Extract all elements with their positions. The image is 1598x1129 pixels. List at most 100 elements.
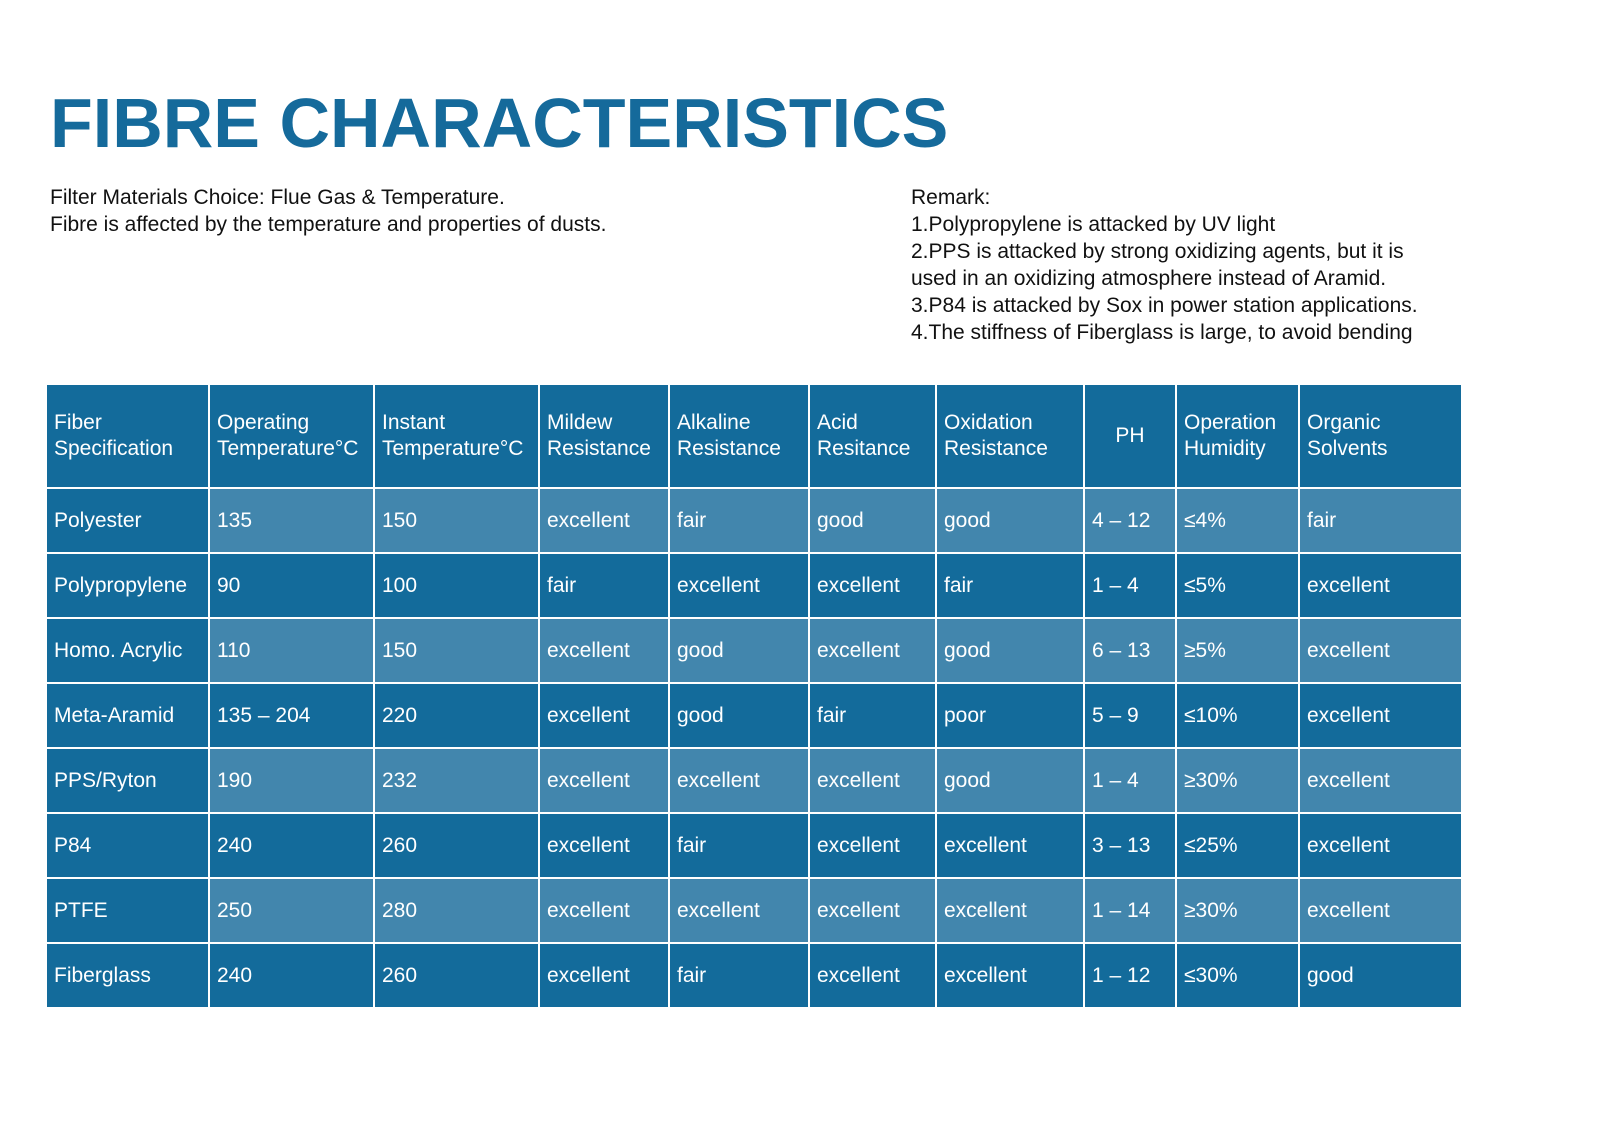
table-cell: 232 <box>373 747 540 814</box>
table-cell: excellent <box>538 747 670 814</box>
fiber-name-cell: Homo. Acrylic <box>47 617 210 684</box>
table-cell: 6 – 13 <box>1083 617 1177 684</box>
table-cell: excellent <box>808 747 937 814</box>
column-header-text: Acid <box>817 411 858 434</box>
table-cell: excellent <box>538 617 670 684</box>
table-cell: excellent <box>1298 617 1461 684</box>
table-cell: 280 <box>373 877 540 944</box>
table-row: PTFE 250 280 excellent excellent excellent exc… <box>47 877 1461 944</box>
table-cell: excellent <box>668 877 810 944</box>
table-cell: excellent <box>1298 552 1461 619</box>
table-cell: excellent <box>935 812 1085 879</box>
remark-line: 3.P84 is attacked by Sox in power statio… <box>911 294 1418 317</box>
table-cell: fair <box>1298 487 1461 554</box>
table-cell: fair <box>808 682 937 749</box>
table-cell: good <box>935 747 1085 814</box>
remark-line: 1.Polypropylene is attacked by UV light <box>911 213 1276 236</box>
table-row: P84 240 260 excellent fair excellent excellent… <box>47 812 1461 879</box>
fiber-name-cell: PTFE <box>47 877 210 944</box>
column-header: Operating Temperature°C <box>208 385 375 489</box>
table-cell: 220 <box>373 682 540 749</box>
column-header-text: Operation <box>1184 411 1277 434</box>
table-cell: fair <box>668 942 810 1007</box>
table-header-row: Fiber Specification Operating Temperature°C… <box>47 385 1461 489</box>
fiber-name-cell: P84 <box>47 812 210 879</box>
table-cell: ≥30% <box>1175 877 1300 944</box>
column-header: Acid Resitance <box>808 385 937 489</box>
fiber-name-cell: Fiberglass <box>47 942 210 1007</box>
table-cell: excellent <box>538 942 670 1007</box>
table-cell: 90 <box>208 552 375 619</box>
column-header-text: Fiber <box>54 411 102 434</box>
table-cell: ≤30% <box>1175 942 1300 1007</box>
table-cell: fair <box>668 812 810 879</box>
table-cell: 135 <box>208 487 375 554</box>
column-header-text: Organic <box>1307 411 1381 434</box>
table-cell: ≤5% <box>1175 552 1300 619</box>
remark-block: Remark: 1.Polypropylene is attacked by U… <box>911 184 1491 346</box>
table-cell: excellent <box>808 877 937 944</box>
table-cell: 240 <box>208 942 375 1007</box>
table-cell: excellent <box>1298 682 1461 749</box>
table-cell: excellent <box>538 487 670 554</box>
table-cell: ≤10% <box>1175 682 1300 749</box>
table-row: Meta-Aramid 135 – 204 220 excellent good fair… <box>47 682 1461 749</box>
table-cell: excellent <box>1298 747 1461 814</box>
table-cell: excellent <box>808 617 937 684</box>
table-cell: fair <box>668 487 810 554</box>
column-header: PH <box>1083 385 1177 489</box>
table-cell: excellent <box>1298 812 1461 879</box>
table-cell: 135 – 204 <box>208 682 375 749</box>
table-cell: 5 – 9 <box>1083 682 1177 749</box>
column-header-text: Resistance <box>944 437 1048 460</box>
table-cell: excellent <box>808 812 937 879</box>
table-cell: 250 <box>208 877 375 944</box>
table-cell: excellent <box>935 877 1085 944</box>
column-header: Organic Solvents <box>1298 385 1461 489</box>
page-title: FIBRE CHARACTERISTICS <box>50 84 949 162</box>
table-row: Fiberglass 240 260 excellent fair excellent ex… <box>47 942 1461 1007</box>
column-header: Oxidation Resistance <box>935 385 1085 489</box>
table-cell: excellent <box>668 747 810 814</box>
table-cell: 150 <box>373 617 540 684</box>
table-cell: 1 – 4 <box>1083 552 1177 619</box>
column-header-text: Instant <box>382 411 446 434</box>
table-cell: excellent <box>668 552 810 619</box>
column-header-text: Mildew <box>547 411 613 434</box>
fiber-name-cell: Meta-Aramid <box>47 682 210 749</box>
table-row: PPS/Ryton 190 232 excellent excellent excelle… <box>47 747 1461 814</box>
column-header: Fiber Specification <box>47 385 210 489</box>
table-cell: good <box>1298 942 1461 1007</box>
column-header: Instant Temperature°C <box>373 385 540 489</box>
table-cell: 1 – 12 <box>1083 942 1177 1007</box>
table-cell: 100 <box>373 552 540 619</box>
fiber-name-cell: PPS/Ryton <box>47 747 210 814</box>
remark-line: 4.The stiffness of Fiberglass is large, … <box>911 321 1413 344</box>
table-cell: fair <box>935 552 1085 619</box>
table-cell: excellent <box>935 942 1085 1007</box>
remark-heading: Remark: <box>911 186 991 209</box>
fiber-name-cell: Polyester <box>47 487 210 554</box>
remark-line: 2.PPS is attacked by strong oxidizing ag… <box>911 240 1404 263</box>
column-header-text: Oxidation <box>944 411 1033 434</box>
table-cell: ≥5% <box>1175 617 1300 684</box>
table-row: Polyester 135 150 excellent fair good good 4 – … <box>47 487 1461 554</box>
table-cell: good <box>808 487 937 554</box>
intro-line: Filter Materials Choice: Flue Gas & Temp… <box>50 186 505 209</box>
table-cell: 3 – 13 <box>1083 812 1177 879</box>
table-cell: 190 <box>208 747 375 814</box>
fibre-characteristics-table: Fiber Specification Operating Temperature°C… <box>47 385 1461 1007</box>
column-header: Alkaline Resistance <box>668 385 810 489</box>
table-cell: excellent <box>1298 877 1461 944</box>
column-header-text: Operating <box>217 411 310 434</box>
table-cell: good <box>935 617 1085 684</box>
fiber-name-cell: Polypropylene <box>47 552 210 619</box>
table-cell: poor <box>935 682 1085 749</box>
table-cell: 260 <box>373 812 540 879</box>
table-cell: 260 <box>373 942 540 1007</box>
table-cell: excellent <box>808 942 937 1007</box>
table-cell: 1 – 4 <box>1083 747 1177 814</box>
column-header-text: Solvents <box>1307 437 1388 460</box>
column-header-text: Resistance <box>547 437 651 460</box>
table-cell: good <box>668 617 810 684</box>
